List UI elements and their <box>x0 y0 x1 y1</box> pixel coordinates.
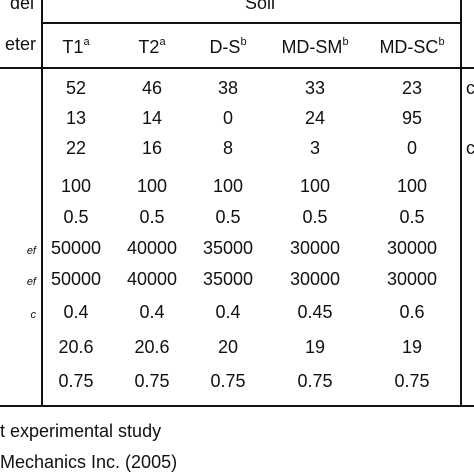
row-right-fragment: c <box>466 138 474 158</box>
table-cell: 16 <box>141 138 163 158</box>
table-cell: 100 <box>60 176 92 196</box>
table-cell: 0.5 <box>215 207 241 227</box>
table-cell: 40000 <box>126 238 178 258</box>
table-cell: 30000 <box>386 238 438 258</box>
right-column-divider <box>460 0 462 406</box>
table-cell: 0.45 <box>297 302 333 322</box>
footnote-a: t experimental study <box>0 421 162 441</box>
table-cell: 20.6 <box>134 337 170 357</box>
table-cell: 0.4 <box>63 302 89 322</box>
table-cell: 20.6 <box>58 337 94 357</box>
table-cell: 100 <box>299 176 331 196</box>
table-cell: 0 <box>222 108 234 128</box>
table-cell: 0.5 <box>399 207 425 227</box>
table-cell: 13 <box>65 108 87 128</box>
table-cell: 0.6 <box>399 302 425 322</box>
table-cell: 0.75 <box>134 371 170 391</box>
table-cell: 0.5 <box>302 207 328 227</box>
table-cell: 30000 <box>386 269 438 289</box>
header-left-bottom: eter <box>4 34 36 54</box>
table-cell: 0.5 <box>63 207 89 227</box>
table-cell: 95 <box>401 108 423 128</box>
row-parameter-label: ef <box>26 245 36 257</box>
table-cell: 0.4 <box>139 302 165 322</box>
table-bottom-rule <box>0 405 474 407</box>
table-cell: 100 <box>136 176 168 196</box>
header-group-label: Soil <box>244 0 276 13</box>
row-right-fragment: c <box>466 78 474 98</box>
table-cell: 30000 <box>289 269 341 289</box>
table-cell: 0.75 <box>58 371 94 391</box>
row-parameter-label: ef <box>26 276 36 288</box>
table-cell: 0.75 <box>210 371 246 391</box>
table-cell: 35000 <box>202 269 254 289</box>
table-cell: 8 <box>222 138 234 158</box>
header-group-rule <box>42 22 460 24</box>
table-cell: 0.5 <box>139 207 165 227</box>
table-cell: 100 <box>396 176 428 196</box>
table-cell: 50000 <box>50 269 102 289</box>
table-cell: 0.75 <box>297 371 333 391</box>
table-cell: 19 <box>304 337 326 357</box>
table-cell: 22 <box>65 138 87 158</box>
header-left-top: del <box>9 0 34 13</box>
header-bottom-rule <box>0 67 474 69</box>
column-header-t2: T2a <box>138 36 166 57</box>
table-cell: 24 <box>304 108 326 128</box>
table-cell: 46 <box>141 78 163 98</box>
table-cell: 0.75 <box>394 371 430 391</box>
left-column-divider <box>41 0 43 406</box>
table-cell: 0 <box>406 138 418 158</box>
table-cell: 52 <box>65 78 87 98</box>
table-cell: 23 <box>401 78 423 98</box>
table-cell: 35000 <box>202 238 254 258</box>
column-header-md-sm: MD-SMb <box>281 36 349 57</box>
table-cell: 33 <box>304 78 326 98</box>
table-cell: 30000 <box>289 238 341 258</box>
column-header-d-s: D-Sb <box>209 36 247 57</box>
table-cell: 40000 <box>126 269 178 289</box>
table-cell: 50000 <box>50 238 102 258</box>
table-cell: 3 <box>309 138 321 158</box>
footnote-b: Mechanics Inc. (2005) <box>0 452 178 472</box>
table-cell: 100 <box>212 176 244 196</box>
table-cell: 38 <box>217 78 239 98</box>
column-header-t1: T1a <box>62 36 90 57</box>
table-cell: 20 <box>217 337 239 357</box>
table-cell: 0.4 <box>215 302 241 322</box>
column-header-md-sc: MD-SCb <box>379 36 445 57</box>
table-cell: 14 <box>141 108 163 128</box>
row-parameter-label: c <box>30 309 37 321</box>
table-cell: 19 <box>401 337 423 357</box>
